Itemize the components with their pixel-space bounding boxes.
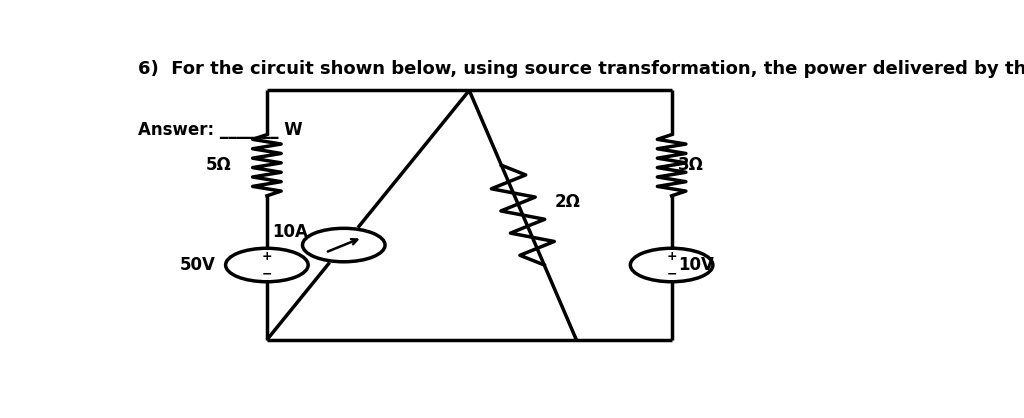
Text: Answer: _______ W: Answer: _______ W <box>137 121 302 139</box>
Text: 6)  For the circuit shown below, using source transformation, the power delivere: 6) For the circuit shown below, using so… <box>137 60 1024 78</box>
Text: +: + <box>667 250 677 263</box>
Text: 5Ω: 5Ω <box>206 156 231 174</box>
Text: −: − <box>261 267 272 280</box>
Text: 10A: 10A <box>272 223 308 241</box>
Text: 10V: 10V <box>678 256 714 274</box>
Text: 2Ω: 2Ω <box>555 193 581 211</box>
Text: −: − <box>667 267 677 280</box>
Text: +: + <box>261 250 272 263</box>
Text: 3Ω: 3Ω <box>678 156 703 174</box>
Text: 50V: 50V <box>179 256 215 274</box>
